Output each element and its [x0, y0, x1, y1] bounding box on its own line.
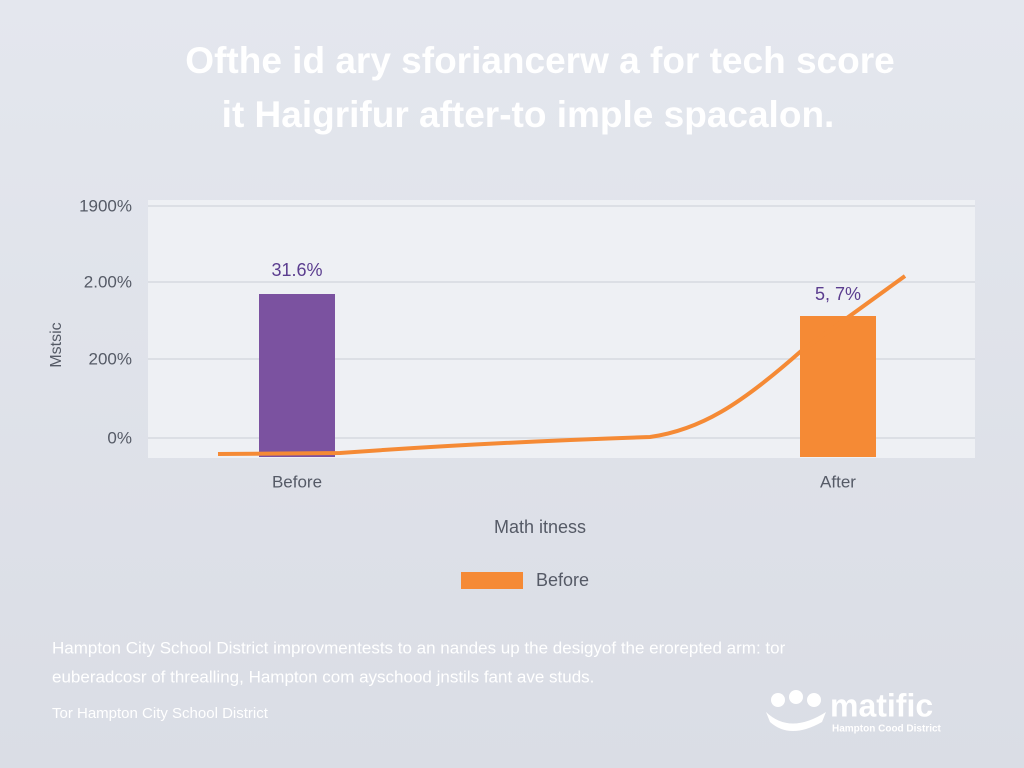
y-axis-title: Mstsic: [48, 322, 65, 367]
trend-line: [217, 274, 907, 456]
legend-label: Before: [536, 570, 589, 590]
y-tick-label: 0%: [107, 428, 132, 447]
title-line: Ofthe id ary sforiancerw a for tech scor…: [185, 40, 894, 81]
x-axis-title: Math itness: [494, 517, 586, 537]
y-tick-label: 200%: [89, 349, 132, 368]
logo-tagline: Hampton Cood District: [832, 724, 942, 735]
y-tick-label: 2.00%: [84, 272, 132, 291]
logo-name: matific: [830, 687, 933, 723]
legend-swatch: [461, 572, 523, 589]
x-tick-label: Before: [272, 472, 322, 491]
footer-line: euberadcosr of threalling, Hampton com a…: [52, 667, 594, 686]
x-tick-label: After: [820, 472, 856, 491]
footer-credit: Tor Hampton City School District: [52, 705, 269, 722]
bar-label: 5, 7%: [815, 284, 861, 304]
y-tick-label: 1900%: [79, 196, 132, 215]
footer-line: Hampton City School District improvmente…: [52, 638, 786, 657]
logo-icon: [766, 690, 826, 731]
title-line: it Haigrifur after-to imple spacalon.: [222, 94, 835, 135]
bar: [800, 316, 876, 457]
bar: [259, 294, 335, 457]
bar-label: 31.6%: [271, 260, 322, 280]
